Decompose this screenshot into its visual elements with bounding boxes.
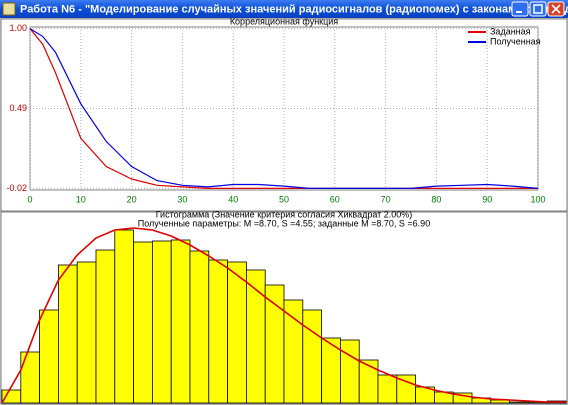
x-tick-label: 90 bbox=[482, 194, 492, 204]
close-button[interactable] bbox=[547, 1, 565, 17]
histogram-bar bbox=[509, 401, 529, 404]
x-tick-label: 40 bbox=[228, 194, 238, 204]
x-tick-label: 80 bbox=[431, 194, 441, 204]
histogram-bar bbox=[76, 261, 97, 404]
histogram-bar bbox=[170, 239, 191, 404]
x-tick-label: 0 bbox=[27, 194, 32, 204]
histogram-bar bbox=[189, 250, 210, 404]
chart-subtitle: Полученные параметры: M =8.70, S =4.55; … bbox=[138, 218, 430, 228]
x-tick-label: 20 bbox=[127, 194, 137, 204]
x-tick-label: 70 bbox=[381, 194, 391, 204]
y-tick-label: 0.49 bbox=[9, 103, 27, 113]
series-line bbox=[29, 28, 538, 189]
histogram-bar bbox=[302, 309, 322, 404]
histogram-bar bbox=[151, 240, 172, 404]
histogram-bar bbox=[114, 229, 135, 404]
histogram-bar bbox=[264, 284, 285, 404]
app-icon bbox=[2, 2, 16, 16]
histogram-bar bbox=[339, 339, 360, 404]
chart-title: Корреляционная функция bbox=[230, 16, 338, 26]
histogram-bar bbox=[377, 374, 398, 404]
histogram-bar bbox=[358, 359, 379, 404]
x-tick-label: 10 bbox=[76, 194, 86, 204]
histogram-bar bbox=[39, 309, 59, 404]
x-tick-label: 60 bbox=[330, 194, 340, 204]
density-curve bbox=[1, 227, 566, 404]
series-line bbox=[29, 28, 539, 189]
histogram-bar bbox=[133, 241, 153, 404]
title-bar bbox=[0, 0, 568, 18]
minimize-button[interactable] bbox=[511, 1, 529, 17]
histogram-bar bbox=[58, 264, 78, 404]
histogram-bar bbox=[208, 259, 229, 404]
x-tick-label: 100 bbox=[530, 194, 545, 204]
chart-title: Гистограмма (Значение критерия согласия … bbox=[156, 209, 413, 219]
maximize-button[interactable] bbox=[529, 1, 547, 17]
y-tick-label: -0.02 bbox=[6, 183, 27, 193]
x-tick-label: 50 bbox=[279, 194, 289, 204]
histogram-bar bbox=[283, 299, 304, 404]
y-tick-label: 1.00 bbox=[9, 23, 27, 33]
x-tick-label: 30 bbox=[177, 194, 187, 204]
legend-label: Заданная bbox=[490, 26, 531, 36]
legend-label: Полученная bbox=[490, 36, 541, 46]
histogram-bar bbox=[227, 261, 247, 404]
histogram-bar bbox=[95, 249, 116, 404]
histogram-bar bbox=[20, 351, 40, 404]
window-title: Работа N6 - "Моделирование случайных зна… bbox=[20, 3, 568, 15]
